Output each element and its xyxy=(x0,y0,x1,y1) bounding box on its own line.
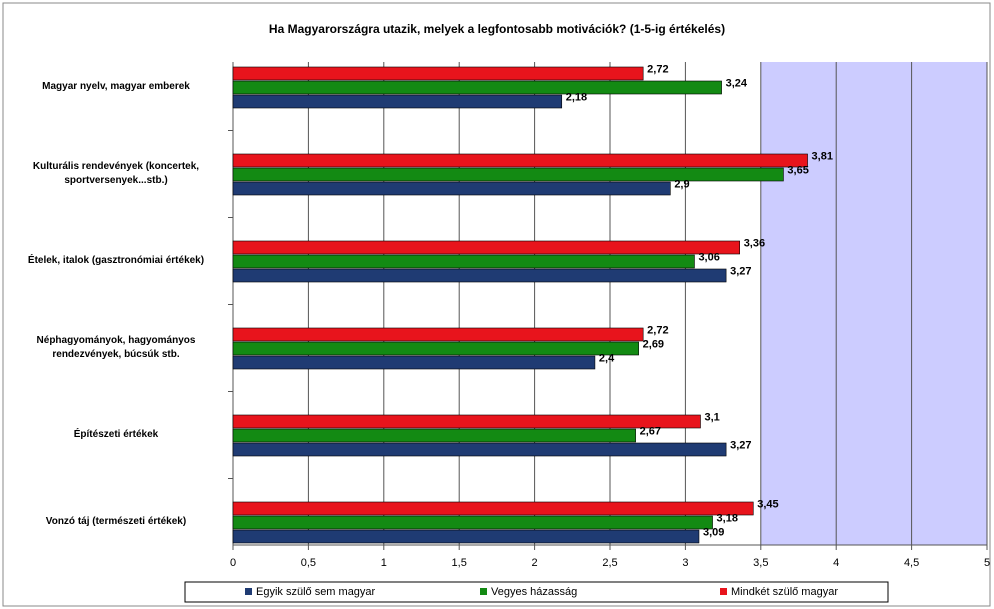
value-label: 2,67 xyxy=(640,425,661,437)
legend-label: Mindkét szülő magyar xyxy=(731,586,838,598)
legend-swatch xyxy=(245,588,252,595)
value-label: 3,45 xyxy=(757,498,778,510)
value-label: 3,36 xyxy=(744,237,765,249)
legend-swatch xyxy=(480,588,487,595)
x-tick-label: 4,5 xyxy=(904,557,919,569)
value-label: 2,18 xyxy=(566,91,587,103)
bar xyxy=(232,355,596,370)
value-label: 2,72 xyxy=(647,324,668,336)
value-label: 3,06 xyxy=(698,251,719,263)
bar xyxy=(232,167,784,182)
legend-label: Vegyes házasság xyxy=(491,586,577,598)
bar xyxy=(232,414,701,429)
y-tick-label: Kulturális rendevények (koncertek, sport… xyxy=(32,161,200,186)
value-label: 3,1 xyxy=(704,411,719,423)
y-tick-label: Magyar nyelv, magyar emberek xyxy=(42,81,190,92)
bar xyxy=(232,66,644,81)
value-label: 3,27 xyxy=(730,439,751,451)
legend-label: Egyik szülő sem magyar xyxy=(256,586,376,598)
x-tick-label: 2,5 xyxy=(602,557,617,569)
x-tick-label: 0,5 xyxy=(301,557,316,569)
bar xyxy=(232,153,808,168)
x-tick-label: 0 xyxy=(230,557,236,569)
x-tick-label: 1 xyxy=(381,557,387,569)
value-label: 2,69 xyxy=(643,338,664,350)
value-label: 2,9 xyxy=(674,178,689,190)
y-tick-label: Néphagyományok, hagyományos rendezvények… xyxy=(36,335,196,360)
bar xyxy=(232,501,754,516)
y-tick-label: Ételek, italok (gasztronómiai értékek) xyxy=(27,255,205,266)
x-tick-label: 5 xyxy=(984,557,990,569)
bar xyxy=(232,327,644,342)
value-label: 3,81 xyxy=(812,150,833,162)
y-tick-label: Építészeti értékek xyxy=(73,429,159,440)
bar xyxy=(232,529,700,544)
value-label: 3,27 xyxy=(730,265,751,277)
x-tick-label: 1,5 xyxy=(452,557,467,569)
x-tick-label: 3 xyxy=(682,557,688,569)
bar xyxy=(232,94,563,109)
x-tick-label: 2 xyxy=(532,557,538,569)
bar xyxy=(232,181,671,196)
bar xyxy=(232,268,727,283)
bar xyxy=(232,341,639,356)
bar xyxy=(232,442,727,457)
x-tick-label: 4 xyxy=(833,557,839,569)
bar xyxy=(232,254,695,269)
x-tick-label: 3,5 xyxy=(753,557,768,569)
value-label: 3,18 xyxy=(717,512,738,524)
value-label: 2,72 xyxy=(647,63,668,75)
value-label: 3,24 xyxy=(726,77,748,89)
bar xyxy=(232,80,722,95)
value-label: 3,65 xyxy=(787,164,808,176)
bar xyxy=(232,240,740,255)
value-label: 2,4 xyxy=(599,352,615,364)
value-label: 3,09 xyxy=(703,526,724,538)
legend-swatch xyxy=(720,588,727,595)
chart-title: Ha Magyarországra utazik, melyek a legfo… xyxy=(269,22,725,36)
legend-box xyxy=(184,581,889,603)
bar xyxy=(232,515,713,530)
y-tick-label: Vonzó táj (természeti értékek) xyxy=(45,516,187,527)
bar xyxy=(232,428,636,443)
plot-shade xyxy=(761,62,987,545)
